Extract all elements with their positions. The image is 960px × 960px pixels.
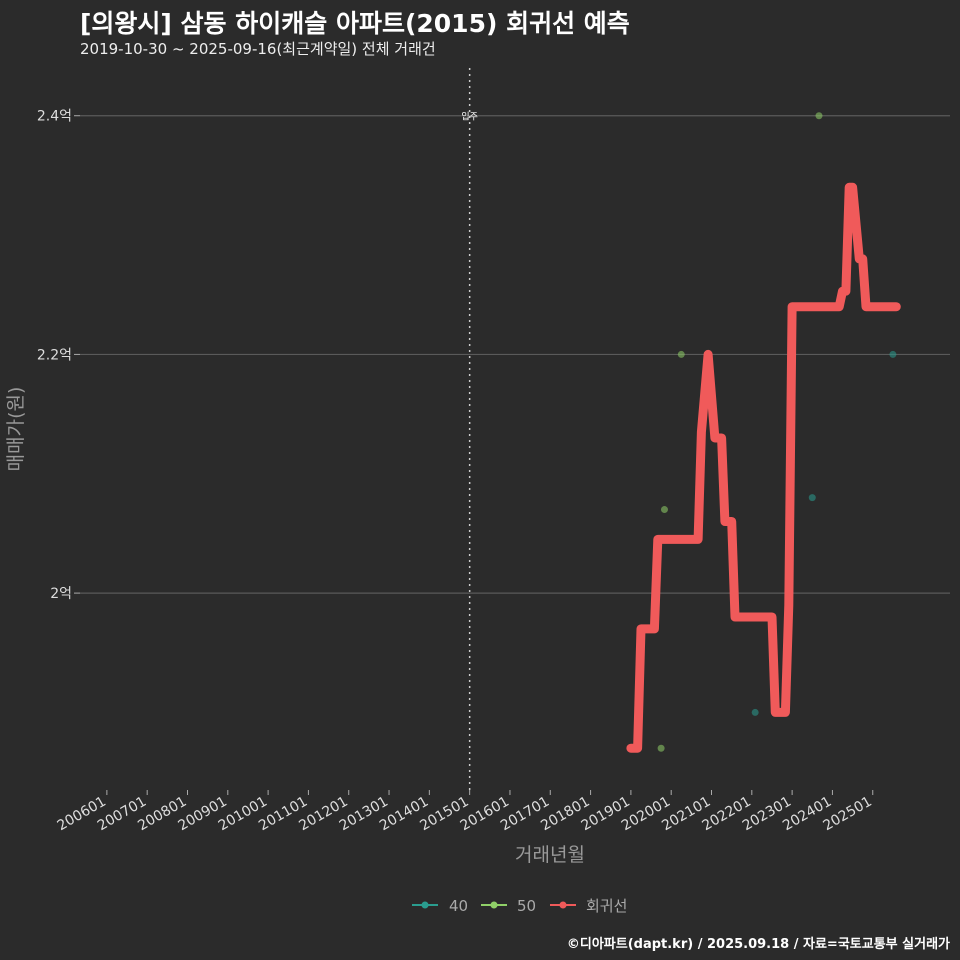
scatter-point-50: [815, 112, 823, 120]
scatter-point-40: [889, 350, 897, 358]
chart-title: [의왕시] 삼동 하이캐슬 아파트(2015) 회귀선 예측: [80, 9, 630, 38]
chart-subtitle: 2019-10-30 ~ 2025-09-16(최근계약일) 전체 거래건: [80, 40, 436, 58]
scatter-point-40: [808, 494, 816, 502]
regression-line: [626, 182, 901, 753]
y-tick-label: 2억: [50, 586, 72, 602]
scatter-point-40: [751, 708, 759, 716]
chart-marks: [626, 112, 901, 753]
grid-lines: [80, 115, 950, 594]
legend-label: 40: [449, 897, 468, 915]
axes: 2억2.2억2.4억200601200701200801200901201001…: [5, 109, 875, 866]
y-tick-label: 2.2억: [37, 347, 72, 363]
y-tick-label: 2.4억: [37, 109, 72, 125]
legend-key-dot: [490, 901, 498, 909]
source-caption: ©디아파트(dapt.kr) / 2025.09.18 / 자료=국토교통부 실…: [566, 937, 950, 952]
scatter-point-50: [657, 744, 665, 752]
x-axis-title: 거래년월: [515, 844, 585, 866]
move-in-line: 입주: [461, 68, 478, 790]
legend: 40 50 회귀선: [412, 897, 627, 915]
move-in-label: 입주: [461, 111, 478, 123]
y-axis-title: 매매가(원): [5, 387, 27, 472]
legend-label: 회귀선: [586, 897, 627, 915]
legend-label: 50: [517, 897, 536, 915]
legend-key-dot: [559, 901, 567, 909]
legend-key-dot: [421, 901, 429, 909]
scatter-point-50: [660, 506, 668, 514]
scatter-point-50: [677, 350, 685, 358]
